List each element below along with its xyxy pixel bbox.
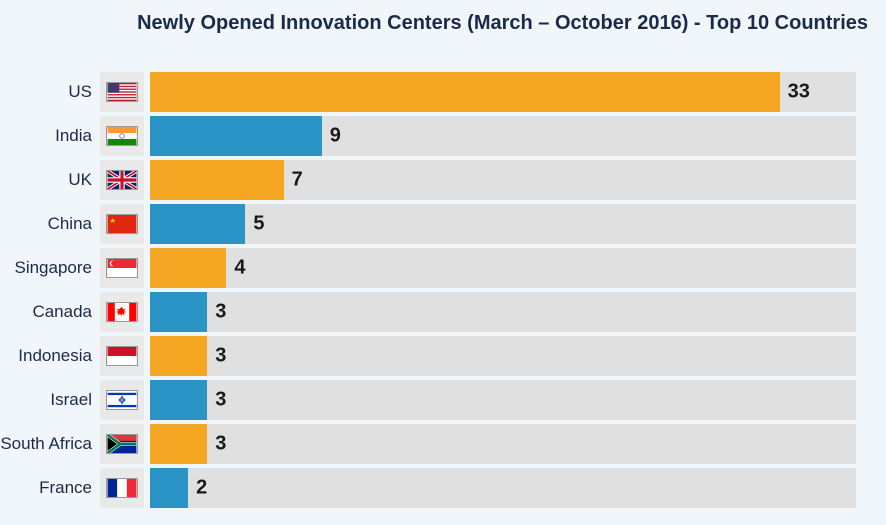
flag-cell [100,72,144,112]
bar-row: France 2 [0,468,856,508]
in-flag-icon [106,126,138,146]
country-label: Singapore [0,258,100,278]
ca-flag-icon [106,302,138,322]
bar-row: Canada 3 [0,292,856,332]
bar-value: 33 [788,81,810,104]
bar-value: 9 [330,125,341,148]
flag-cell [100,336,144,376]
bar-value: 7 [292,169,303,192]
bar-fill: 33 [150,72,780,112]
bar-fill: 5 [150,204,245,244]
bar-fill: 7 [150,160,284,200]
bar-row: Indonesia 3 [0,336,856,376]
bar-value: 3 [215,389,226,412]
bar-track: 5 [150,204,856,244]
country-label: France [0,478,100,498]
flag-cell [100,424,144,464]
bar-track: 3 [150,424,856,464]
bar-track: 4 [150,248,856,288]
flag-cell [100,468,144,508]
country-label: US [0,82,100,102]
il-flag-icon [106,390,138,410]
bar-fill: 3 [150,424,207,464]
bar-track: 2 [150,468,856,508]
flag-cell [100,292,144,332]
bar-row: South Africa 3 [0,424,856,464]
fr-flag-icon [106,478,138,498]
country-label: Israel [0,390,100,410]
bar-track: 3 [150,336,856,376]
bar-value: 3 [215,301,226,324]
bar-value: 4 [234,257,245,280]
bar-track: 3 [150,380,856,420]
bar-fill: 2 [150,468,188,508]
cn-flag-icon [106,214,138,234]
country-label: China [0,214,100,234]
flag-cell [100,248,144,288]
bar-fill: 3 [150,336,207,376]
country-label: South Africa [0,434,100,454]
flag-cell [100,380,144,420]
country-label: Canada [0,302,100,322]
flag-cell [100,160,144,200]
bar-fill: 3 [150,292,207,332]
uk-flag-icon [106,170,138,190]
bar-track: 7 [150,160,856,200]
bar-value: 3 [215,345,226,368]
sg-flag-icon [106,258,138,278]
bar-row: Israel 3 [0,380,856,420]
bar-fill: 4 [150,248,226,288]
country-label: India [0,126,100,146]
flag-cell [100,204,144,244]
flag-cell [100,116,144,156]
bar-fill: 9 [150,116,322,156]
za-flag-icon [106,434,138,454]
bar-track: 9 [150,116,856,156]
bar-chart: US33India9UK7China5Singapore4Canada3Indo… [0,72,886,512]
bar-row: UK 7 [0,160,856,200]
bar-row: US 33 [0,72,856,112]
bar-fill: 3 [150,380,207,420]
chart-title: Newly Opened Innovation Centers (March –… [0,0,886,35]
country-label: Indonesia [0,346,100,366]
bar-row: India 9 [0,116,856,156]
bar-value: 5 [253,213,264,236]
bar-track: 33 [150,72,856,112]
country-label: UK [0,170,100,190]
bar-row: China 5 [0,204,856,244]
bar-row: Singapore 4 [0,248,856,288]
id-flag-icon [106,346,138,366]
us-flag-icon [106,82,138,102]
bar-track: 3 [150,292,856,332]
bar-value: 3 [215,433,226,456]
bar-value: 2 [196,477,207,500]
